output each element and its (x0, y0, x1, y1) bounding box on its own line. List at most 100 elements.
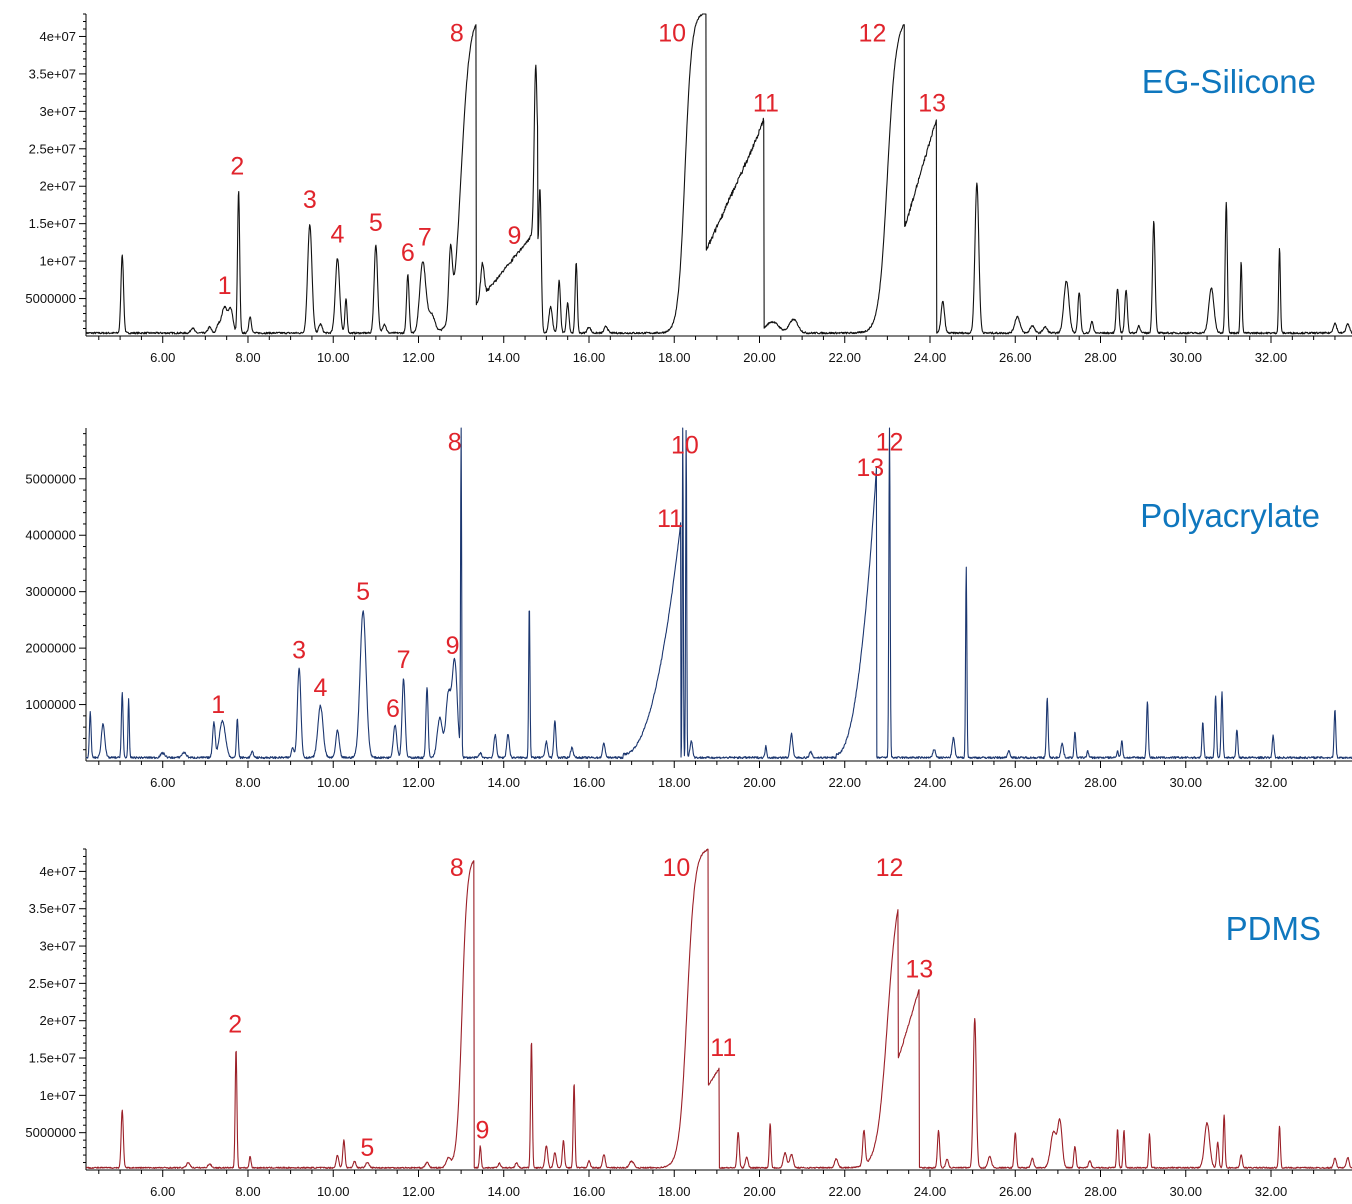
x-tick-label: 6.00 (150, 350, 175, 365)
y-tick-label: 3.5e+07 (29, 901, 76, 916)
x-tick-label: 22.00 (828, 1184, 861, 1199)
x-tick-label: 22.00 (828, 775, 861, 790)
x-tick-label: 22.00 (828, 350, 861, 365)
x-tick-label: 16.00 (573, 775, 606, 790)
x-tick-label: 10.00 (317, 350, 350, 365)
peak-label: 11 (710, 1034, 736, 1062)
panel-title: PDMS (1226, 910, 1321, 947)
panel-0: 6.00 8.00 10.00 12.00 14.00 16.00 18.00 20.00 22… (25, 13, 1352, 365)
x-tick-label: 10.00 (317, 775, 350, 790)
peak-label: 13 (905, 955, 933, 983)
series-trace (85, 13, 1352, 335)
peak-label: 10 (662, 854, 690, 882)
x-tick-label: 10.00 (317, 1184, 350, 1199)
y-tick-label: 2e+07 (39, 1013, 76, 1028)
panel-title: EG-Silicone (1142, 63, 1316, 100)
peak-label: 6 (386, 695, 400, 723)
y-tick-label: 3e+07 (39, 939, 76, 954)
x-tick-label: 24.00 (914, 775, 947, 790)
x-tick-label: 12.00 (402, 1184, 435, 1199)
peak-label: 7 (418, 223, 432, 251)
y-tick-label: 5000000 (25, 471, 76, 486)
x-tick-label: 32.00 (1255, 775, 1288, 790)
peak-label: 2 (228, 1011, 242, 1039)
series-trace (85, 848, 1352, 1169)
y-tick-label: 4e+07 (39, 29, 76, 44)
x-tick-label: 18.00 (658, 1184, 691, 1199)
peak-label: 10 (658, 20, 686, 48)
peak-label: 8 (450, 20, 464, 48)
peak-label: 9 (475, 1117, 489, 1145)
y-tick-label: 1e+07 (39, 1088, 76, 1103)
x-tick-label: 20.00 (743, 1184, 776, 1199)
peak-label: 11 (657, 505, 683, 533)
x-tick-label: 28.00 (1084, 775, 1117, 790)
peak-label: 8 (448, 429, 462, 457)
x-tick-label: 30.00 (1169, 775, 1202, 790)
x-tick-label: 16.00 (573, 1184, 606, 1199)
y-tick-label: 5000000 (25, 291, 76, 306)
x-tick-label: 14.00 (487, 1184, 520, 1199)
y-tick-label: 1000000 (25, 697, 76, 712)
y-tick-label: 1e+07 (39, 254, 76, 269)
peak-label: 5 (360, 1134, 374, 1162)
peak-label: 4 (313, 674, 327, 702)
y-tick-label: 3000000 (25, 584, 76, 599)
x-tick-label: 18.00 (658, 350, 691, 365)
x-tick-label: 28.00 (1084, 1184, 1117, 1199)
x-tick-label: 18.00 (658, 775, 691, 790)
x-tick-label: 30.00 (1169, 1184, 1202, 1199)
peak-label: 10 (671, 431, 699, 459)
x-tick-label: 8.00 (235, 1184, 260, 1199)
x-tick-label: 24.00 (914, 350, 947, 365)
peak-label: 13 (918, 89, 946, 117)
peak-label: 9 (446, 632, 460, 660)
peak-label: 12 (876, 854, 904, 882)
panel-title: Polyacrylate (1140, 497, 1320, 534)
peak-label: 3 (292, 636, 306, 664)
x-tick-label: 32.00 (1255, 350, 1288, 365)
y-tick-label: 5000000 (25, 1125, 76, 1140)
y-tick-label: 4e+07 (39, 864, 76, 879)
x-tick-label: 24.00 (914, 1184, 947, 1199)
y-tick-label: 3e+07 (39, 104, 76, 119)
peak-label: 3 (303, 186, 317, 214)
x-tick-label: 28.00 (1084, 350, 1117, 365)
x-tick-label: 12.00 (402, 350, 435, 365)
y-tick-label: 1.5e+07 (29, 216, 76, 231)
peak-label: 5 (369, 209, 383, 237)
y-tick-label: 3.5e+07 (29, 66, 76, 81)
x-tick-label: 20.00 (743, 775, 776, 790)
peak-label: 4 (331, 220, 345, 248)
y-tick-label: 1.5e+07 (29, 1051, 76, 1066)
panel-1: 6.00 8.00 10.00 12.00 14.00 16.00 18.00 20.00 22… (25, 427, 1352, 790)
y-tick-label: 2e+07 (39, 179, 76, 194)
x-tick-label: 6.00 (150, 775, 175, 790)
x-tick-label: 14.00 (487, 350, 520, 365)
panel-2: 6.00 8.00 10.00 12.00 14.00 16.00 18.00 20.00 22… (25, 848, 1352, 1199)
peak-label: 12 (859, 20, 887, 48)
peak-label: 6 (401, 239, 415, 267)
y-tick-label: 2.5e+07 (29, 141, 76, 156)
x-tick-label: 8.00 (235, 350, 260, 365)
peak-label: 11 (753, 89, 779, 117)
peak-label: 13 (856, 454, 884, 482)
peak-label: 2 (230, 152, 244, 180)
y-tick-label: 2.5e+07 (29, 976, 76, 991)
peak-label: 7 (397, 646, 411, 674)
y-tick-label: 2000000 (25, 641, 76, 656)
peak-label: 1 (211, 691, 225, 719)
x-tick-label: 26.00 (999, 350, 1032, 365)
peak-label: 8 (450, 854, 464, 882)
peak-label: 5 (356, 578, 370, 606)
x-tick-label: 12.00 (402, 775, 435, 790)
x-tick-label: 14.00 (487, 775, 520, 790)
x-tick-label: 26.00 (999, 1184, 1032, 1199)
series-trace (85, 427, 1352, 760)
x-tick-label: 30.00 (1169, 350, 1202, 365)
x-tick-label: 26.00 (999, 775, 1032, 790)
x-tick-label: 8.00 (235, 775, 260, 790)
peak-label: 9 (507, 222, 521, 250)
x-tick-label: 20.00 (743, 350, 776, 365)
